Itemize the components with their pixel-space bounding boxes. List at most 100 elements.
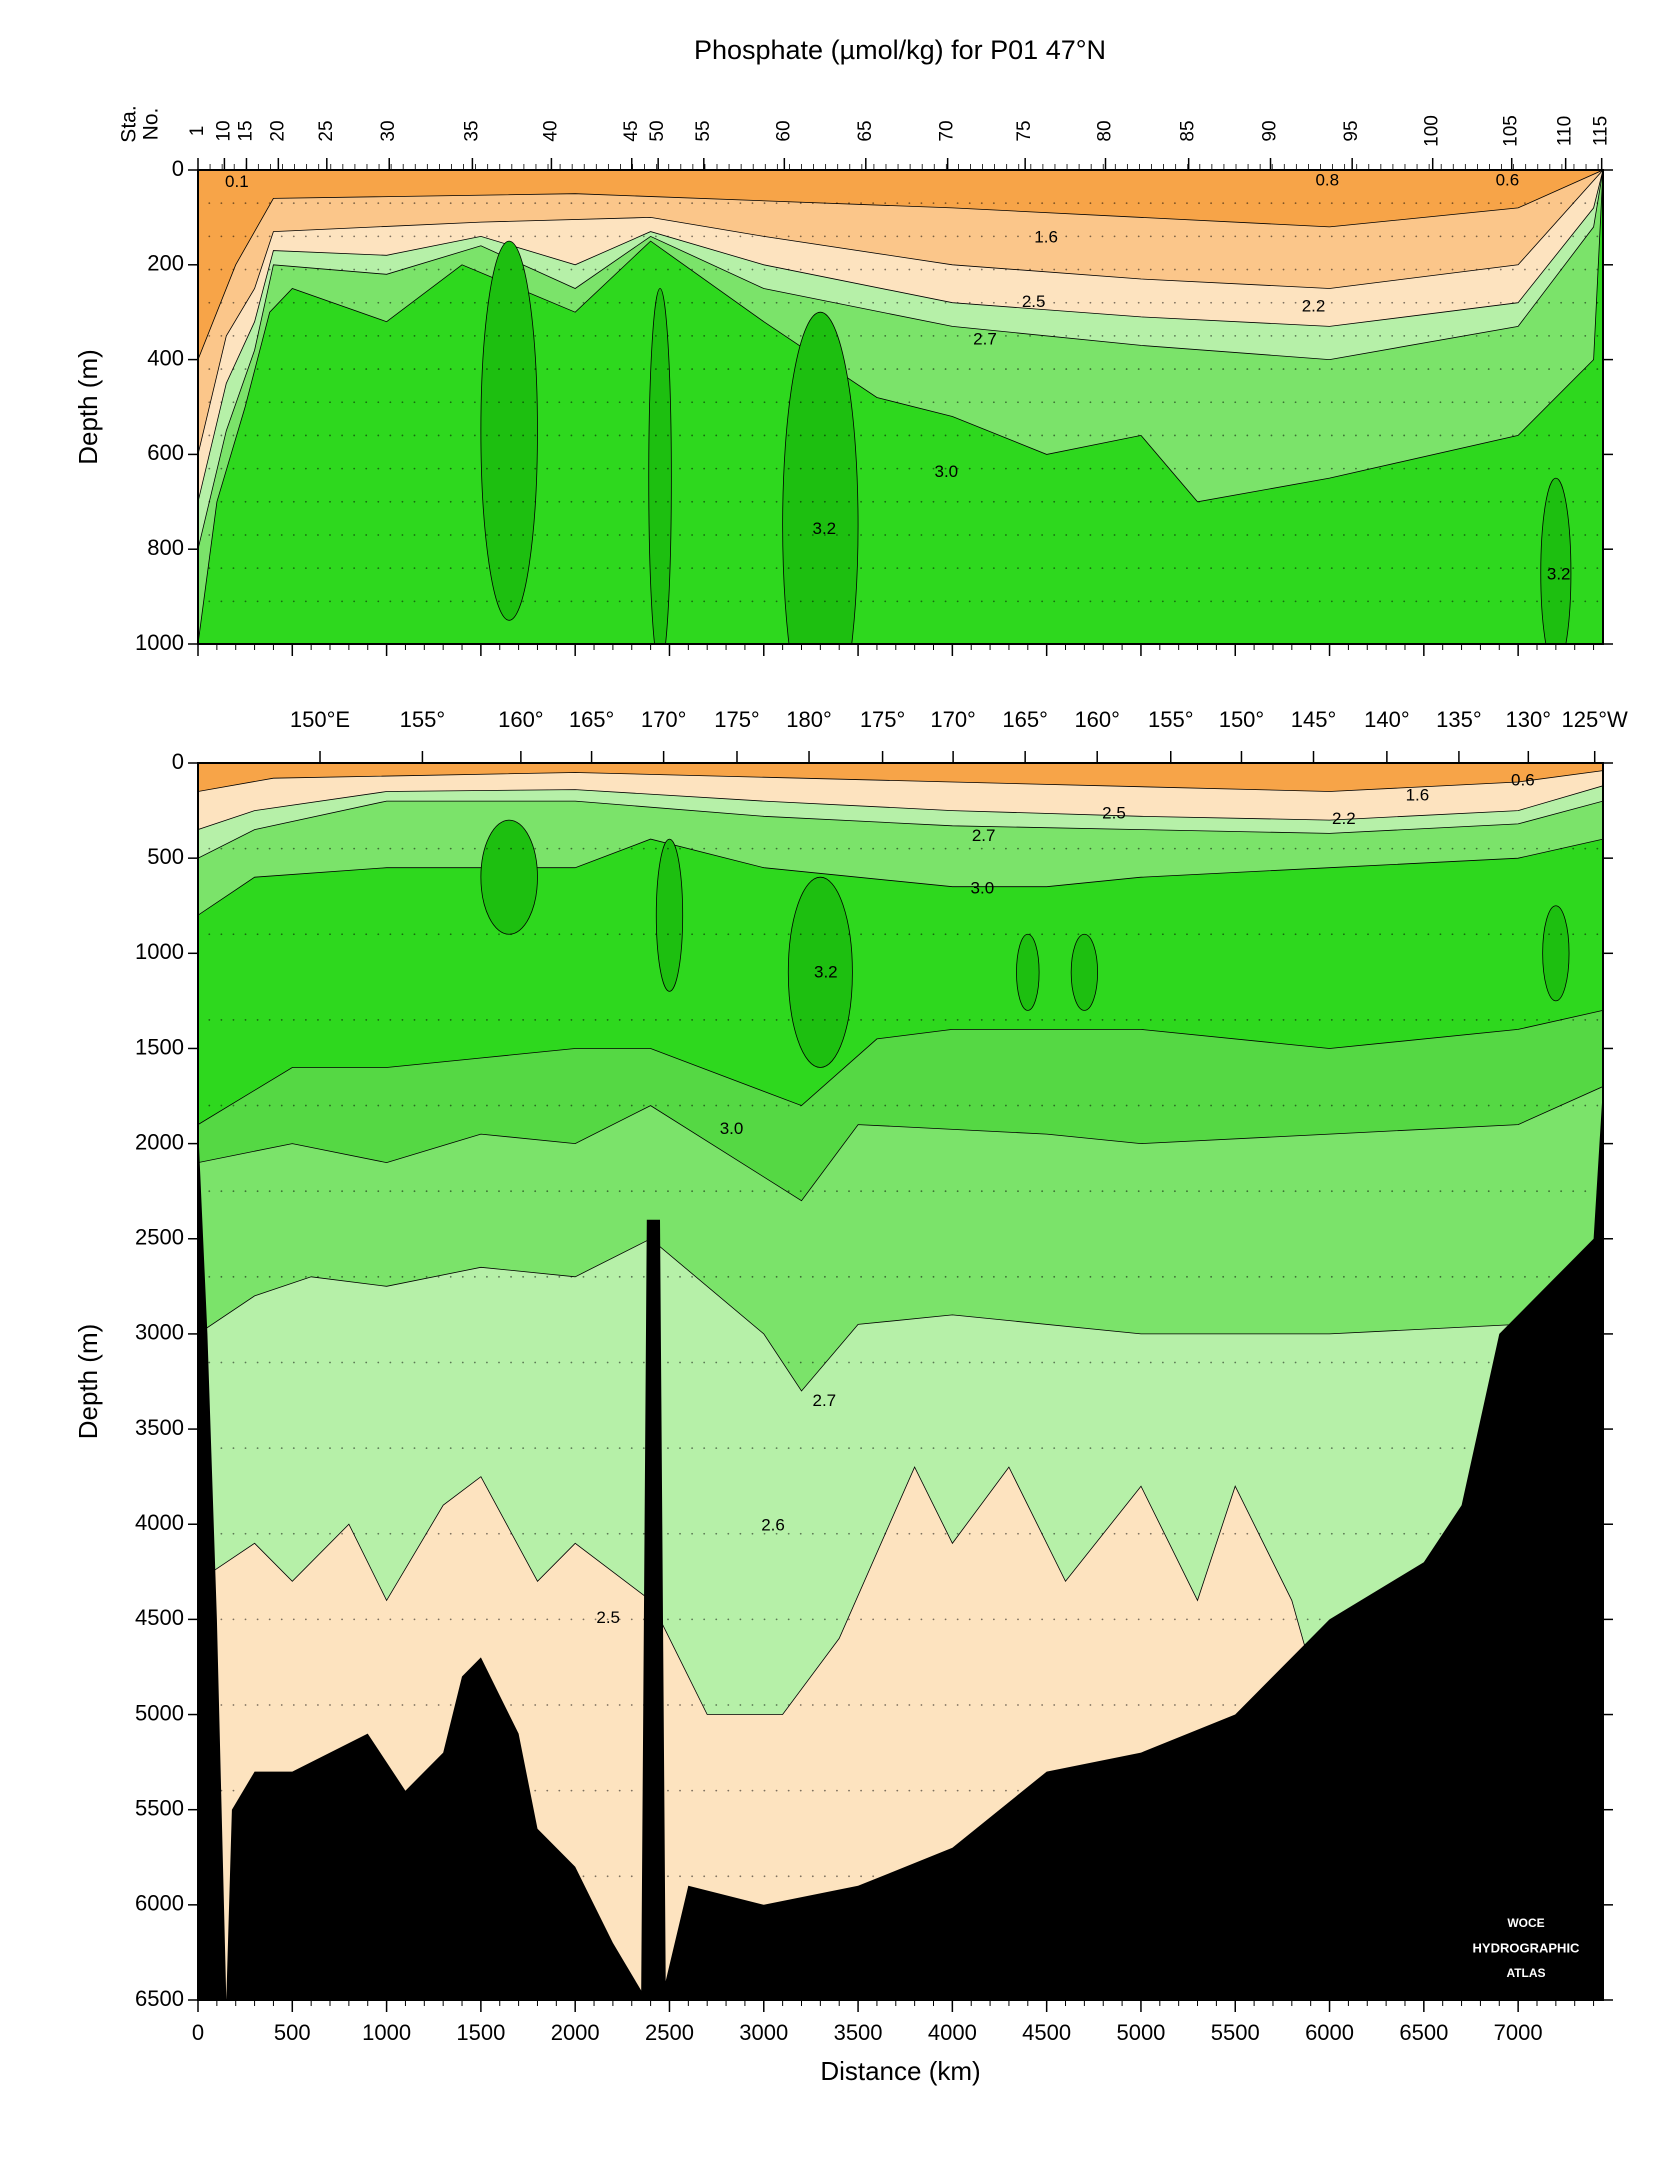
- sample-dot: [449, 467, 452, 470]
- sample-dot: [425, 1019, 428, 1021]
- sample-dot: [582, 235, 585, 238]
- sample-dot: [654, 1875, 657, 1878]
- sample-dot: [244, 1618, 247, 1621]
- sample-dot: [667, 1704, 669, 1706]
- contour-label: 3.2: [814, 963, 838, 982]
- sample-dot: [763, 1875, 766, 1878]
- sample-dot: [232, 534, 235, 536]
- sample-dot: [968, 933, 971, 936]
- sample-dot: [1536, 401, 1538, 404]
- sample-dot: [691, 1447, 694, 1450]
- sample-dot: [992, 1532, 995, 1535]
- sample-dot: [558, 1532, 561, 1535]
- sample-dot: [353, 1019, 356, 1021]
- sample-dot: [679, 1447, 681, 1450]
- sample-dot: [1053, 1447, 1056, 1450]
- sample-dot: [1584, 1190, 1587, 1193]
- sample-dot: [1463, 567, 1466, 570]
- sample-dot: [280, 368, 283, 370]
- sample-dot: [1536, 1875, 1538, 1878]
- sample-dot: [872, 202, 875, 205]
- sample-dot: [1439, 434, 1442, 437]
- sample-dot: [715, 202, 718, 205]
- sample-dot: [1355, 1104, 1357, 1107]
- sample-dot: [389, 1361, 392, 1364]
- sample-dot: [1161, 1789, 1164, 1792]
- sample-dot: [836, 1875, 838, 1878]
- sample-dot: [208, 401, 211, 404]
- sample-dot: [1330, 1875, 1333, 1878]
- sample-dot: [751, 567, 754, 570]
- sample-dot: [1596, 1447, 1599, 1450]
- sample-dot: [1499, 1019, 1502, 1021]
- sample-dot: [884, 1618, 887, 1621]
- sample-dot: [1487, 1447, 1490, 1450]
- sample-dot: [1041, 847, 1044, 850]
- sample-dot: [932, 1447, 935, 1450]
- sample-dot: [1161, 1447, 1164, 1450]
- sample-dot: [751, 534, 754, 536]
- sample-dot: [594, 1104, 597, 1107]
- sample-dot: [1149, 268, 1152, 271]
- sample-dot: [280, 1875, 283, 1878]
- sample-dot: [1198, 567, 1200, 570]
- sample-dot: [642, 235, 645, 238]
- station-axis-label: No.: [140, 108, 163, 141]
- sample-dot: [1342, 1275, 1345, 1278]
- sample-dot: [775, 600, 778, 603]
- y-tick-label: 3000: [135, 1320, 184, 1345]
- sample-dot: [1596, 335, 1599, 337]
- sample-dot: [449, 335, 452, 337]
- sample-dot: [848, 534, 850, 536]
- sample-dot: [1234, 1104, 1237, 1107]
- sample-dot: [1198, 301, 1200, 304]
- longitude-label: 160°: [1074, 707, 1120, 732]
- sample-dot: [1234, 1447, 1237, 1450]
- sample-dot: [1403, 500, 1406, 503]
- sample-dot: [630, 1447, 633, 1450]
- sample-dot: [208, 301, 211, 304]
- sample-dot: [244, 933, 247, 936]
- sample-dot: [968, 567, 971, 570]
- sample-dot: [1415, 202, 1418, 205]
- sample-dot: [1089, 335, 1092, 337]
- sample-dot: [244, 1704, 247, 1706]
- sample-dot: [884, 1875, 887, 1878]
- sample-dot: [823, 534, 826, 536]
- sample-dot: [642, 1618, 645, 1621]
- sample-dot: [389, 202, 392, 205]
- sample-dot: [1029, 467, 1031, 470]
- sample-dot: [1427, 1875, 1430, 1878]
- sample-dot: [486, 268, 488, 271]
- sample-dot: [860, 1532, 862, 1535]
- sample-dot: [908, 268, 911, 271]
- sample-dot: [486, 933, 488, 936]
- contour-label: 2.7: [812, 1391, 836, 1410]
- sample-dot: [992, 202, 995, 205]
- sample-dot: [1318, 467, 1321, 470]
- sample-dot: [377, 534, 380, 536]
- sample-dot: [630, 534, 633, 536]
- sample-dot: [498, 1104, 500, 1107]
- sample-dot: [606, 500, 609, 503]
- sample-dot: [667, 368, 669, 370]
- sample-dot: [980, 567, 983, 570]
- sample-dot: [860, 202, 862, 205]
- sample-dot: [848, 567, 850, 570]
- sample-dot: [1161, 567, 1164, 570]
- sample-dot: [558, 1104, 561, 1107]
- sample-dot: [763, 1532, 766, 1535]
- sample-dot: [317, 1532, 319, 1535]
- sample-dot: [1186, 235, 1188, 238]
- sample-dot: [1234, 847, 1237, 850]
- sample-dot: [1584, 1875, 1587, 1878]
- sample-dot: [1173, 301, 1176, 304]
- sample-dot: [1234, 567, 1237, 570]
- sample-dot: [606, 1275, 609, 1278]
- sample-dot: [763, 567, 766, 570]
- sample-dot: [1234, 202, 1237, 205]
- sample-dot: [208, 500, 211, 503]
- sample-dot: [1475, 368, 1478, 370]
- sample-dot: [546, 401, 549, 404]
- sample-dot: [1596, 1361, 1599, 1364]
